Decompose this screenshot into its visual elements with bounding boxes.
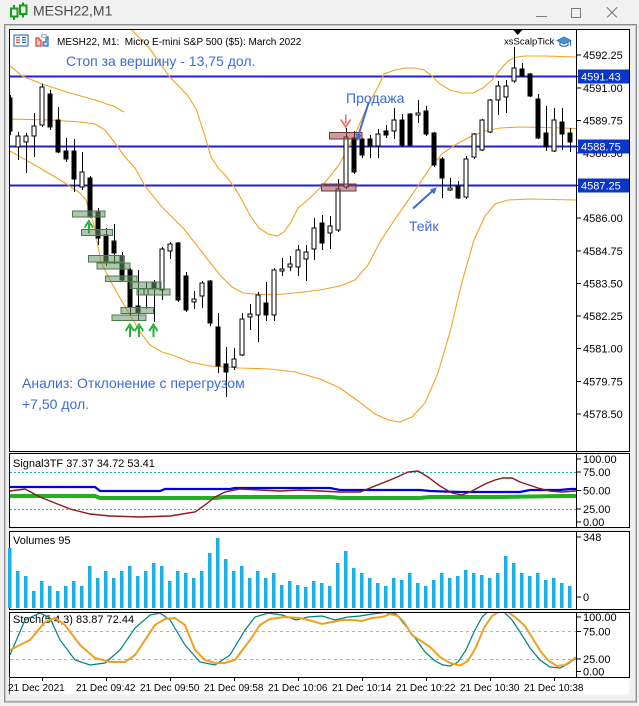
svg-text:4582.25: 4582.25 (583, 311, 623, 323)
svg-text:4591.00: 4591.00 (583, 83, 623, 95)
svg-text:25.00: 25.00 (583, 654, 611, 666)
svg-text:75.00: 75.00 (583, 627, 611, 639)
svg-text:4586.00: 4586.00 (583, 213, 623, 225)
svg-text:348: 348 (583, 532, 601, 544)
svg-text:0.00: 0.00 (583, 667, 604, 679)
svg-text:21 Dec 10:14: 21 Dec 10:14 (332, 683, 392, 694)
svg-text:75.00: 75.00 (583, 467, 611, 479)
svg-text:21 Dec 10:38: 21 Dec 10:38 (524, 683, 584, 694)
svg-text:+7,50 дол.: +7,50 дол. (22, 396, 89, 412)
svg-text:4588.75: 4588.75 (581, 142, 621, 154)
svg-text:4578.50: 4578.50 (583, 409, 623, 421)
svg-text:21 Dec 09:58: 21 Dec 09:58 (204, 683, 264, 694)
svg-text:21 Dec 2021: 21 Dec 2021 (8, 683, 65, 694)
svg-text:0: 0 (583, 592, 589, 604)
svg-text:21 Dec 10:22: 21 Dec 10:22 (396, 683, 456, 694)
svg-text:100.00: 100.00 (583, 454, 617, 466)
svg-text:21 Dec 09:42: 21 Dec 09:42 (76, 683, 136, 694)
svg-text:4579.75: 4579.75 (583, 376, 623, 388)
svg-text:4592.25: 4592.25 (583, 50, 623, 62)
svg-text:100.00: 100.00 (583, 612, 617, 624)
svg-text:Стоп за вершину - 13,75 дол.: Стоп за вершину - 13,75 дол. (66, 53, 255, 69)
svg-text:Signal3TF 37.37 34.72 53.41: Signal3TF 37.37 34.72 53.41 (13, 458, 155, 470)
svg-text:4583.50: 4583.50 (583, 278, 623, 290)
svg-text:4591.43: 4591.43 (581, 72, 621, 84)
svg-text:MESH22, M1: Micro E-mini S&P: MESH22, M1: Micro E-mini S&P 500 ($5): M… (57, 37, 302, 48)
svg-text:21 Dec 09:50: 21 Dec 09:50 (140, 683, 200, 694)
svg-text:Volumes 95: Volumes 95 (13, 535, 70, 547)
svg-text:25.00: 25.00 (583, 504, 611, 516)
svg-text:0.00: 0.00 (583, 517, 604, 529)
svg-text:21 Dec 10:06: 21 Dec 10:06 (268, 683, 328, 694)
svg-text:xsScalpTick: xsScalpTick (504, 37, 555, 48)
svg-text:21 Dec 10:30: 21 Dec 10:30 (460, 683, 520, 694)
svg-text:MESH22,M1: MESH22,M1 (33, 3, 113, 19)
svg-text:4587.25: 4587.25 (581, 181, 621, 193)
svg-text:Тейк: Тейк (409, 218, 439, 234)
svg-text:4584.75: 4584.75 (583, 246, 623, 258)
svg-text:Stoch(5,4,3) 83.87 72.44: Stoch(5,4,3) 83.87 72.44 (13, 614, 134, 626)
svg-text:4589.75: 4589.75 (583, 115, 623, 127)
svg-text:Анализ: Отклонение с перегрузо: Анализ: Отклонение с перегрузом (22, 375, 245, 391)
svg-text:50.00: 50.00 (583, 486, 611, 498)
svg-text:Продажа: Продажа (346, 90, 405, 106)
svg-text:4581.00: 4581.00 (583, 344, 623, 356)
